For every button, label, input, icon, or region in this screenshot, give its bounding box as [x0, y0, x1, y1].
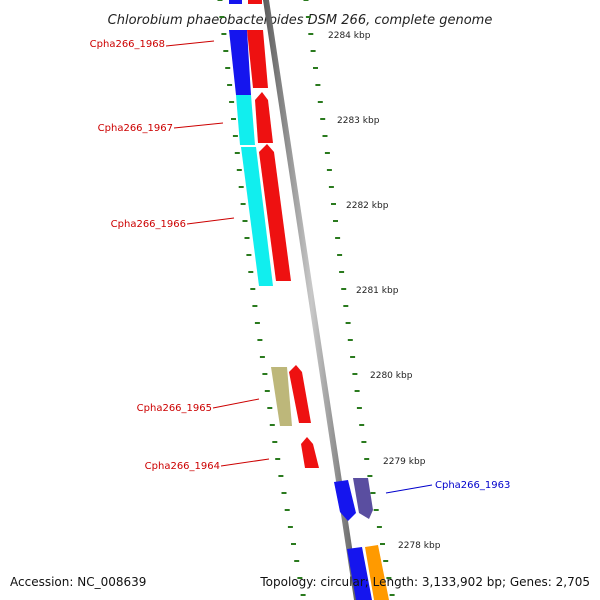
leader-cpha266-1965 — [212, 398, 260, 409]
gene-label-cpha266-1965[interactable]: Cpha266_1965 — [137, 403, 212, 414]
gene-label-cpha266-1964[interactable]: Cpha266_1964 — [145, 461, 220, 472]
leader-cpha266-1968 — [165, 40, 215, 47]
blue-feature-top[interactable] — [229, 0, 242, 4]
gene-cpha266-1966[interactable] — [241, 147, 273, 286]
gene-cpha266-1965-partner[interactable] — [289, 365, 311, 423]
leader-cpha266-1963 — [385, 484, 433, 494]
map-title: Chlorobium phaeobacteroides DSM 266, com… — [108, 13, 493, 28]
gene-cpha266-1963[interactable] — [353, 478, 373, 519]
leader-cpha266-1967 — [173, 122, 224, 129]
gene-cpha266-1967-partner[interactable] — [255, 92, 273, 143]
blue-feature-bottom[interactable] — [347, 547, 372, 600]
topology-text: Topology: circular; Length: 3,133,902 bp… — [260, 575, 590, 589]
outer-tick-row — [303, 0, 395, 596]
gene-cpha266-1965[interactable] — [271, 367, 292, 426]
red-feature-top[interactable] — [248, 0, 262, 4]
gene-leaders — [165, 40, 433, 494]
gene-cpha266-1967[interactable] — [236, 95, 255, 145]
kbp-label-2283: 2283 kbp — [337, 116, 380, 126]
accession-text: Accession: NC_008639 — [10, 575, 147, 589]
gene-label-cpha266-1968[interactable]: Cpha266_1968 — [90, 39, 165, 50]
orange-feature-bottom[interactable] — [365, 545, 389, 600]
kbp-label-2280: 2280 kbp — [370, 371, 413, 381]
gene-label-cpha266-1966[interactable]: Cpha266_1966 — [111, 219, 186, 230]
kbp-label-2282: 2282 kbp — [346, 201, 389, 211]
kbp-label-2278: 2278 kbp — [398, 541, 441, 551]
gene-cpha266-1963-partner[interactable] — [334, 480, 356, 521]
kbp-label-2281: 2281 kbp — [356, 286, 399, 296]
gene-cpha266-1964[interactable] — [301, 437, 319, 468]
gene-cpha266-1968-partner[interactable] — [247, 30, 268, 88]
leader-cpha266-1966 — [186, 217, 235, 225]
gene-cpha266-1966-partner[interactable] — [259, 144, 291, 281]
kbp-label-2279: 2279 kbp — [383, 457, 426, 467]
gene-cpha266-1968[interactable] — [229, 30, 251, 95]
gene-labels: Cpha266_1968 Cpha266_1967 Cpha266_1966 C… — [90, 39, 511, 491]
leader-cpha266-1964 — [220, 458, 270, 467]
inner-tick-row — [217, 0, 306, 596]
gene-label-cpha266-1963[interactable]: Cpha266_1963 — [435, 480, 510, 491]
gene-features — [229, 0, 389, 600]
gene-label-cpha266-1967[interactable]: Cpha266_1967 — [98, 123, 173, 134]
kbp-scale: 2284 kbp 2283 kbp 2282 kbp 2281 kbp 2280… — [328, 31, 441, 551]
genome-backbone — [263, 0, 360, 600]
tick-marks — [217, 0, 395, 596]
kbp-label-2284: 2284 kbp — [328, 31, 371, 41]
